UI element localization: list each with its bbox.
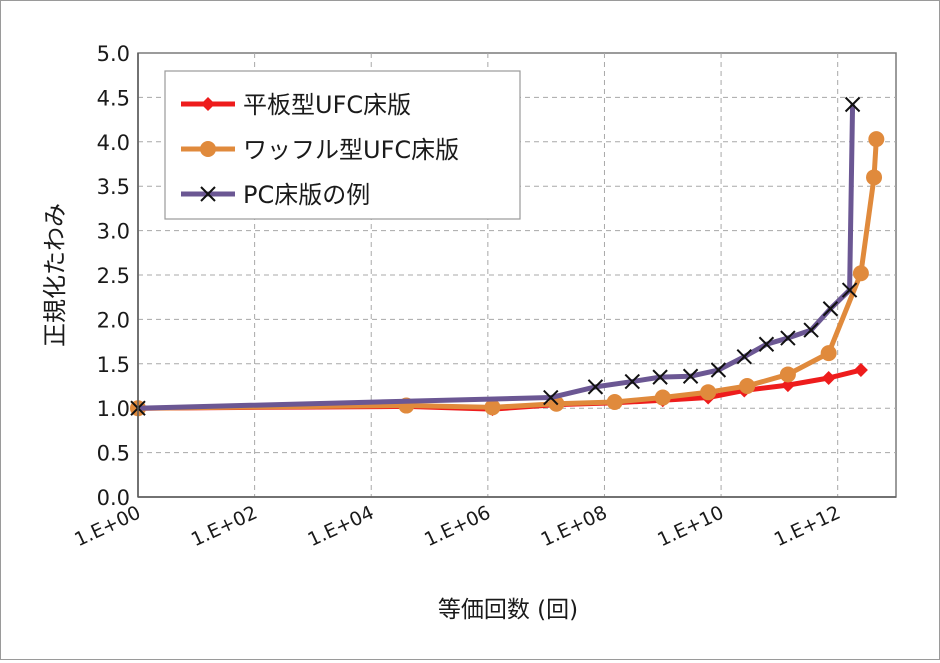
data-point [852,265,869,282]
y-tick-label: 4.5 [97,86,130,110]
x-axis-label: 等価回数 (回) [438,597,578,623]
legend-label: PC床版の例 [243,181,370,209]
data-point [484,399,501,416]
y-axis-label: 正規化たわみ [41,203,69,347]
data-point [543,389,559,406]
data-point [844,96,861,113]
data-point [201,97,215,111]
axes [137,53,896,498]
data-point [200,186,216,202]
data-point [820,345,837,362]
y-tick-label: 5.0 [97,42,130,66]
data-point [841,282,858,298]
y-tick-label: 2.5 [97,264,130,288]
data-point [700,384,717,401]
data-point [652,369,668,385]
data-point [624,373,640,390]
data-point [822,301,839,317]
y-tick-label: 3.5 [97,175,130,199]
data-point [803,322,819,338]
x-tick-label: 1.E+02 [188,502,261,552]
data-point [821,371,836,386]
y-tick-label: 2.0 [97,308,130,332]
legend-item: PC床版の例 [181,181,370,209]
data-point [606,393,623,410]
data-point [682,368,699,384]
y-tick-label: 0.0 [97,486,130,510]
data-point [758,336,775,352]
y-tick-label: 0.5 [97,442,130,466]
data-point [654,389,671,406]
y-tick-label: 1.0 [97,397,130,421]
x-tick-label: 1.E+10 [654,502,727,552]
data-point [200,141,216,157]
data-point [866,169,883,186]
data-point [780,330,796,346]
data-point [868,131,885,148]
data-point [853,363,868,378]
x-tick-label: 1.E+04 [304,502,377,552]
legend-label: ワッフル型UFC床版 [243,136,459,164]
x-tick-label: 1.E+06 [421,502,494,552]
legend-label: 平板型UFC床版 [243,91,411,119]
data-point [710,362,727,378]
series-layer [130,96,885,417]
legend-item: ワッフル型UFC床版 [181,136,459,164]
x-tick-labels: 1.E+00 1.E+02 1.E+04 1.E+06 1.E+08 1.E+10 1.E+… [71,502,844,552]
x-tick-label: 1.E+12 [771,502,844,552]
y-tick-label: 1.5 [97,353,130,377]
y-tick-label: 3.0 [97,220,130,244]
data-point [587,379,604,395]
data-point [739,378,756,394]
data-point [736,348,752,365]
x-tick-label: 1.E+08 [538,502,611,552]
legend-item: 平板型UFC床版 [181,91,411,119]
y-tick-label: 4.0 [97,131,130,155]
data-point [779,366,796,383]
series-3 [130,96,861,416]
y-tick-labels: 0.0 0.5 1.0 1.5 2.0 2.5 3.0 3.5 4.0 4.5 5.0 [97,42,130,510]
